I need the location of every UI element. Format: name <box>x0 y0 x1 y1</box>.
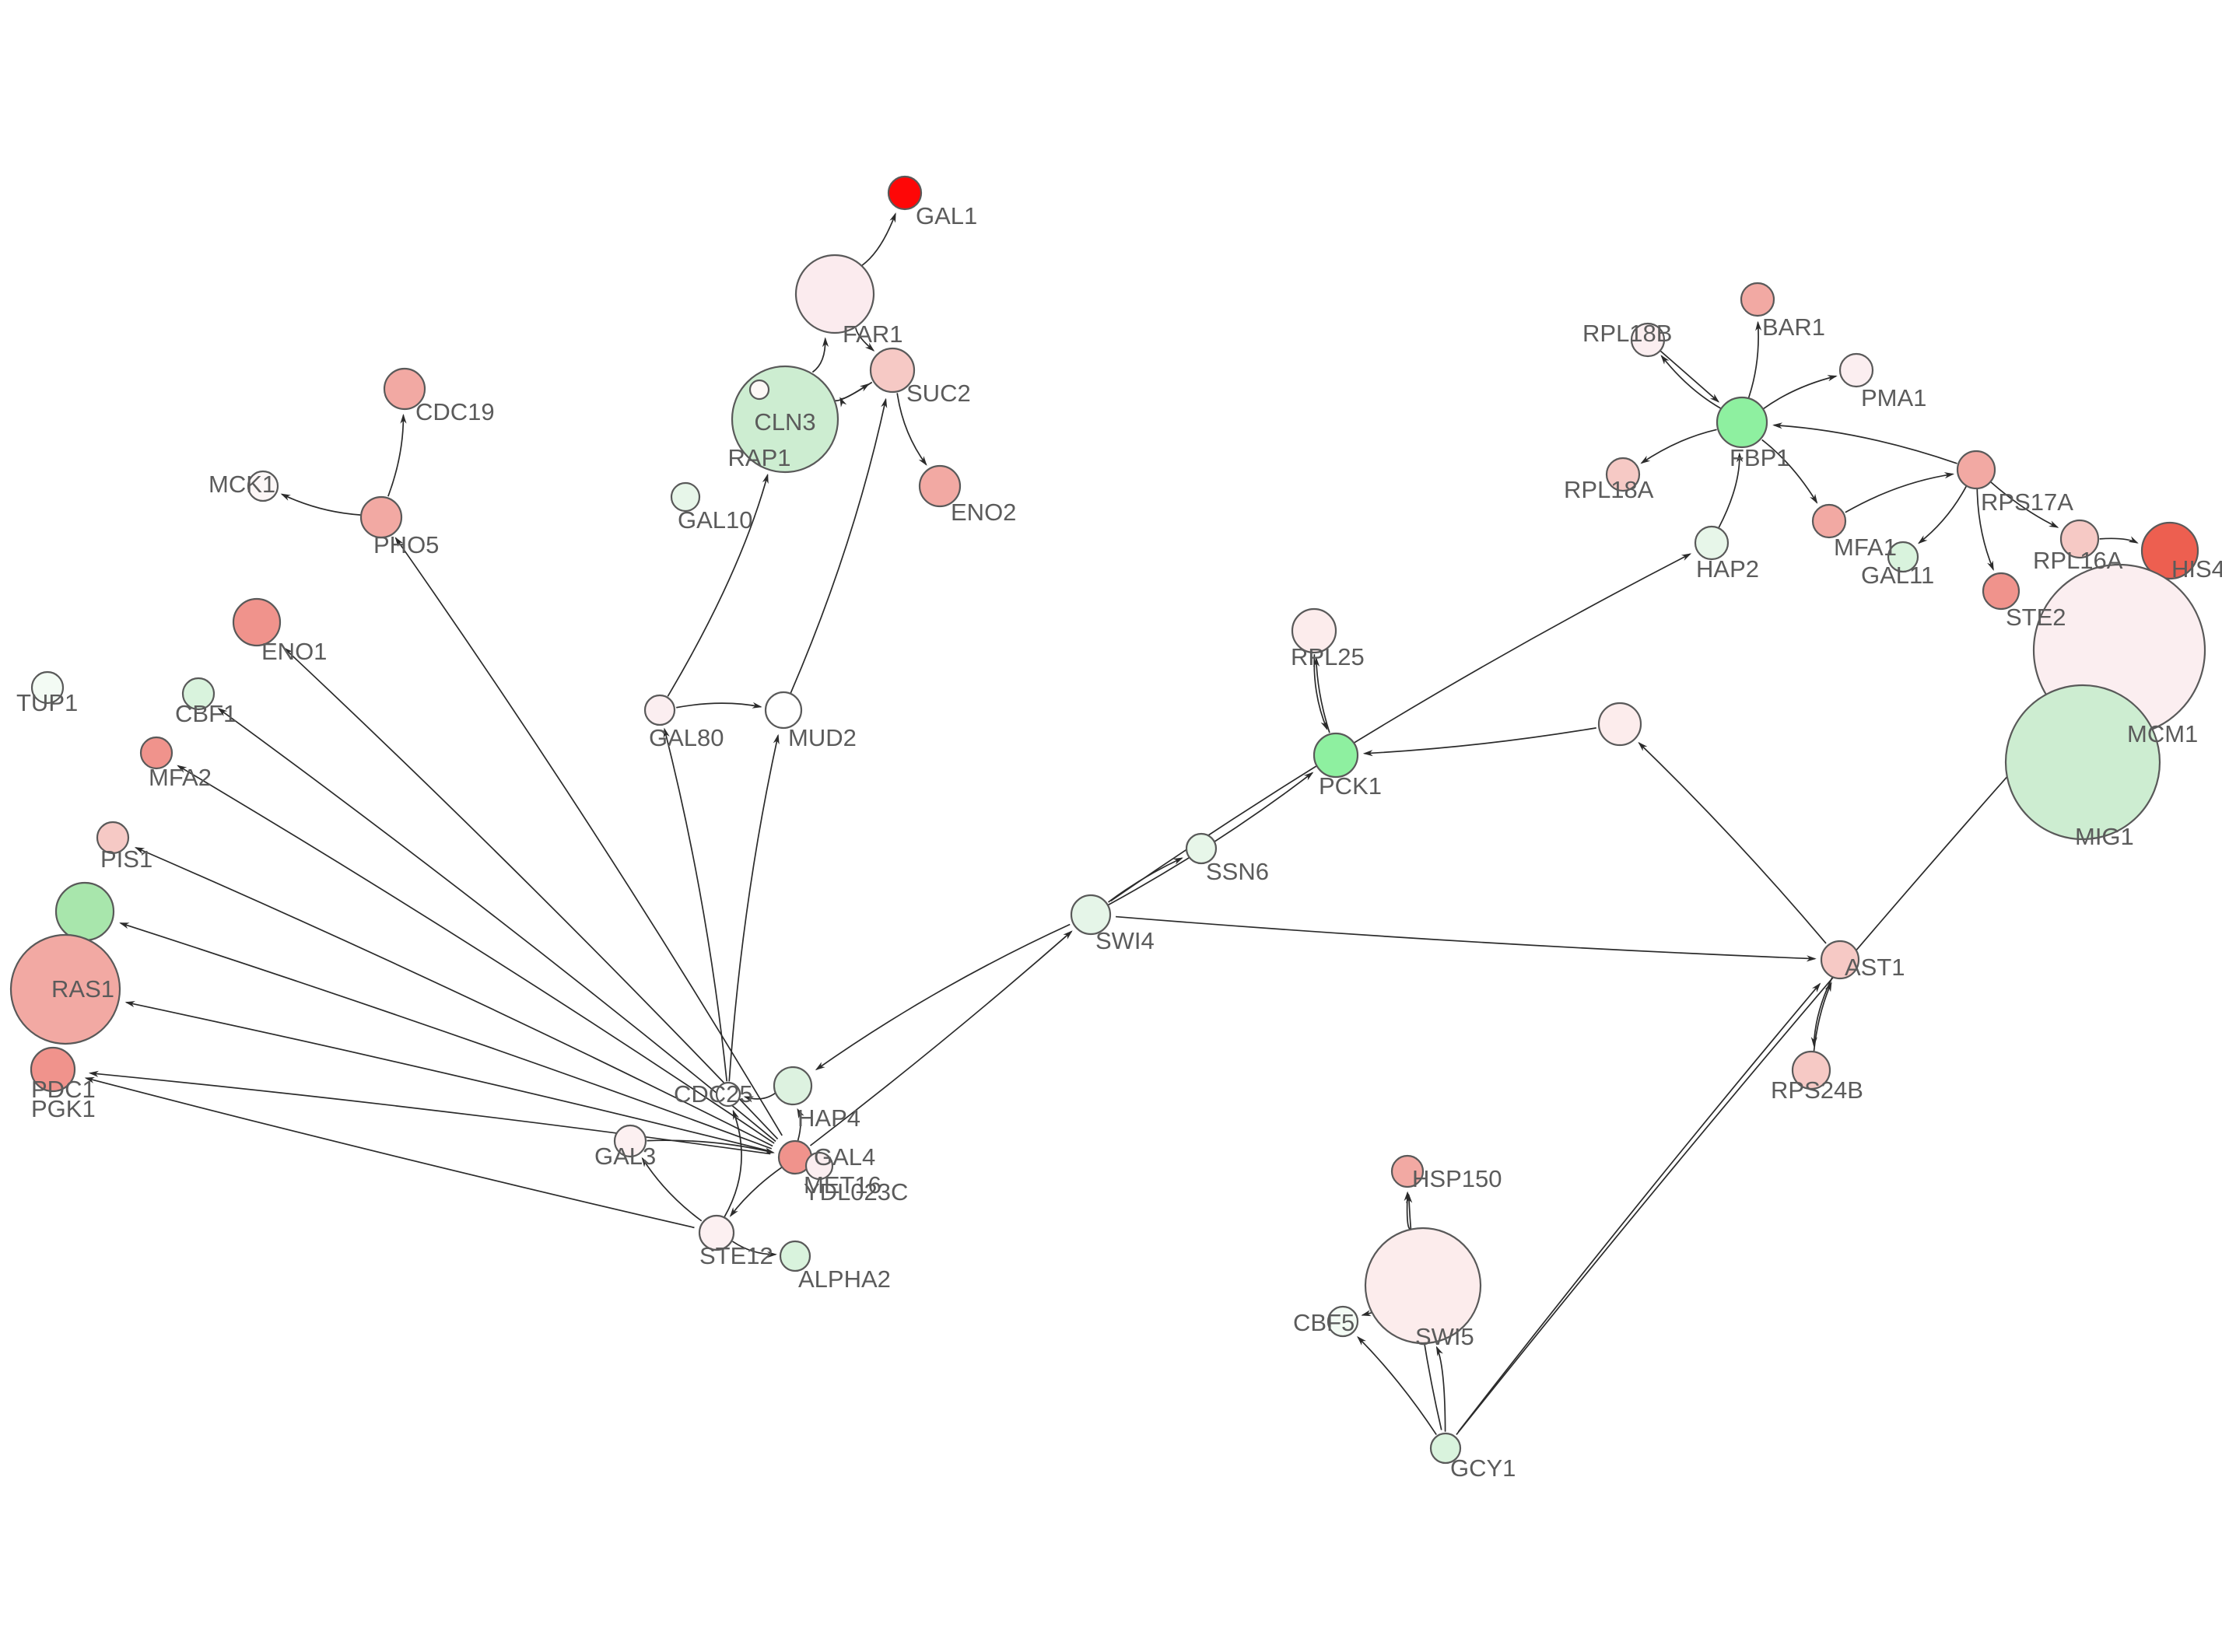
svg-text:RAP1: RAP1 <box>728 444 791 471</box>
svg-text:HAP4: HAP4 <box>797 1104 860 1132</box>
svg-text:AST1: AST1 <box>1845 954 1905 981</box>
svg-text:ENO2: ENO2 <box>951 499 1016 526</box>
svg-text:GAL11: GAL11 <box>1861 562 1934 589</box>
svg-text:CDC25: CDC25 <box>674 1080 753 1108</box>
svg-text:MIG1: MIG1 <box>2075 823 2134 850</box>
svg-text:PGK1: PGK1 <box>31 1095 96 1122</box>
svg-text:BAR1: BAR1 <box>1762 313 1825 341</box>
svg-text:CDC19: CDC19 <box>415 398 495 425</box>
svg-text:FBP1: FBP1 <box>1730 444 1790 471</box>
svg-text:RPL25: RPL25 <box>1291 643 1365 670</box>
svg-text:SUC2: SUC2 <box>906 380 971 407</box>
svg-text:PHO5: PHO5 <box>373 531 439 558</box>
svg-text:MCM1: MCM1 <box>2127 720 2198 747</box>
svg-text:SWI5: SWI5 <box>1415 1323 1474 1350</box>
svg-text:CLN3: CLN3 <box>754 408 815 436</box>
svg-text:SWI4: SWI4 <box>1095 927 1155 954</box>
svg-text:GAL1: GAL1 <box>916 202 977 229</box>
svg-text:GAL3: GAL3 <box>594 1143 656 1170</box>
svg-text:MFA1: MFA1 <box>1834 534 1897 561</box>
svg-text:GAL10: GAL10 <box>678 506 753 534</box>
svg-text:STE12: STE12 <box>699 1242 773 1269</box>
svg-text:ALPHA2: ALPHA2 <box>798 1265 891 1293</box>
svg-text:MET16: MET16 <box>804 1171 881 1199</box>
svg-text:RPS24B: RPS24B <box>1771 1076 1863 1104</box>
svg-text:SSN6: SSN6 <box>1206 858 1269 885</box>
svg-text:MFA2: MFA2 <box>149 764 212 791</box>
svg-text:CBF1: CBF1 <box>175 700 237 727</box>
svg-text:RPL16A: RPL16A <box>2033 547 2123 574</box>
svg-text:FAR1: FAR1 <box>843 320 903 348</box>
svg-text:CBF5: CBF5 <box>1293 1309 1355 1336</box>
svg-text:HSP150: HSP150 <box>1412 1165 1502 1192</box>
svg-text:PCK1: PCK1 <box>1319 772 1382 800</box>
svg-text:MCK1: MCK1 <box>209 471 275 498</box>
svg-text:RPS17A: RPS17A <box>1981 488 2073 516</box>
svg-text:GAL80: GAL80 <box>649 724 724 751</box>
svg-text:HAP2: HAP2 <box>1696 555 1759 583</box>
svg-text:ENO1: ENO1 <box>261 638 327 665</box>
svg-text:RPL18A: RPL18A <box>1564 476 1654 503</box>
svg-text:HIS4: HIS4 <box>2171 555 2222 583</box>
svg-text:PMA1: PMA1 <box>1861 384 1926 411</box>
svg-text:GAL4: GAL4 <box>814 1143 875 1171</box>
svg-text:TUP1: TUP1 <box>16 689 78 716</box>
svg-text:MUD2: MUD2 <box>788 724 857 751</box>
svg-text:GCY1: GCY1 <box>1450 1454 1516 1482</box>
svg-text:RAS1: RAS1 <box>51 975 114 1003</box>
svg-text:RPL18B: RPL18B <box>1582 320 1672 347</box>
svg-text:PIS1: PIS1 <box>100 845 152 873</box>
svg-text:STE2: STE2 <box>2006 604 2066 631</box>
